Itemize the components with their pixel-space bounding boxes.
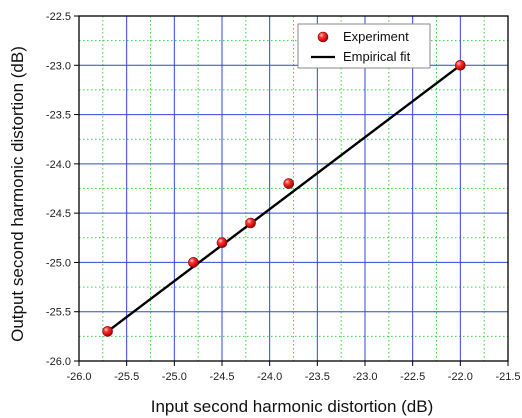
y-tick-label: -24.0 — [46, 159, 71, 171]
x-tick-label: -24.0 — [257, 371, 282, 383]
legend-experiment-label: Experiment — [343, 29, 409, 44]
data-point — [188, 257, 199, 268]
x-tick-label: -24.5 — [209, 371, 234, 383]
data-point — [455, 59, 466, 71]
x-tick-labels: -26.0 -25.5 -25.0 -24.5 -24.0 -23.5 -23.0 -22.5… — [66, 371, 520, 383]
fit-line — [106, 64, 462, 333]
legend-experiment-marker — [317, 31, 329, 43]
x-tick-label: -21.5 — [495, 371, 520, 383]
x-tick-label: -22.0 — [448, 371, 473, 383]
y-tick-labels: -26.0 -25.5 -25.0 -24.5 -24.0 -23.5 -23.0 -22.5 — [46, 11, 71, 368]
y-tick-label: -25.0 — [46, 257, 71, 269]
legend-fit-label: Empirical fit — [343, 49, 411, 64]
x-tick-label: -25.5 — [114, 371, 139, 383]
x-tick-label: -25.0 — [162, 371, 187, 383]
x-tick-label: -22.5 — [400, 371, 425, 383]
y-tick-label: -23.5 — [46, 110, 71, 122]
plot-frame — [78, 15, 509, 362]
data-point — [216, 237, 228, 249]
x-tick-label: -23.0 — [352, 371, 377, 383]
y-tick-label: -24.5 — [46, 208, 71, 220]
data-point — [283, 178, 295, 189]
y-axis-title: Output second harmonic distortion (dB) — [8, 46, 27, 342]
legend: Experiment Empirical fit — [297, 23, 431, 69]
axis-ticks — [74, 15, 509, 366]
data-point — [102, 326, 113, 337]
x-tick-label: -23.5 — [305, 371, 330, 383]
y-tick-label: -22.5 — [46, 11, 71, 23]
data-point — [245, 217, 256, 229]
legend-experiment-point — [317, 31, 329, 43]
data-series — [102, 59, 466, 337]
legend-box — [297, 23, 431, 69]
x-axis-title: Input second harmonic distortion (dB) — [151, 397, 434, 416]
x-tick-label: -26.0 — [66, 371, 91, 383]
y-tick-label: -25.5 — [46, 307, 71, 319]
y-tick-label: -26.0 — [46, 356, 71, 368]
y-tick-label: -23.0 — [46, 60, 71, 72]
